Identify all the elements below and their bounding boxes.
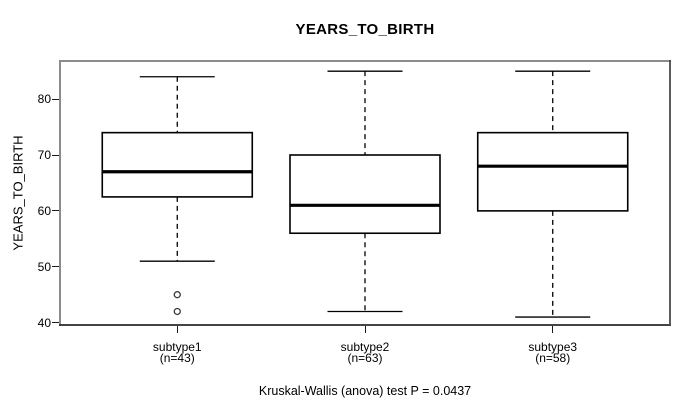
group-n-label: (n=43) <box>159 351 195 365</box>
y-tick-mark-70 <box>52 154 59 156</box>
group-n-label: (n=63) <box>347 351 383 365</box>
y-tick-label-80: 80 <box>37 92 51 107</box>
group-name-label: subtype3 <box>528 340 578 354</box>
y-tick-mark-40 <box>52 322 59 324</box>
y-tick-mark-50 <box>52 266 59 268</box>
outlier-point-subtype1 <box>173 291 181 299</box>
y-tick-label-40: 40 <box>37 315 51 330</box>
group-name-label: subtype2 <box>340 340 390 354</box>
y-tick-label-50: 50 <box>37 259 51 274</box>
x-tick-mark-subtype3 <box>552 326 554 333</box>
x-group-label-subtype1: subtype1 (n=43) <box>107 340 247 365</box>
iqr-box-subtype1 <box>101 131 254 198</box>
chart-title: YEARS_TO_BIRTH <box>295 21 435 38</box>
x-group-label-subtype2: subtype2 (n=63) <box>295 340 435 365</box>
y-tick-mark-60 <box>52 210 59 212</box>
x-tick-mark-subtype1 <box>176 326 178 333</box>
x-group-label-subtype3: subtype3 (n=58) <box>483 340 623 365</box>
iqr-box-subtype3 <box>476 131 629 212</box>
boxplot-canvas <box>59 60 671 326</box>
group-name-label: subtype1 <box>152 340 202 354</box>
x-tick-mark-subtype2 <box>364 326 366 333</box>
iqr-box-subtype2 <box>289 154 441 235</box>
outlier-point-subtype1 <box>173 307 181 316</box>
y-tick-label-70: 70 <box>37 148 51 162</box>
plot-area <box>59 60 671 326</box>
y-tick-label-60: 60 <box>37 203 51 218</box>
group-n-label: (n=58) <box>535 351 571 365</box>
y-tick-mark-80 <box>52 98 59 100</box>
stat-test-caption: Kruskal-Wallis (anova) test P = 0.0437 <box>258 384 472 398</box>
